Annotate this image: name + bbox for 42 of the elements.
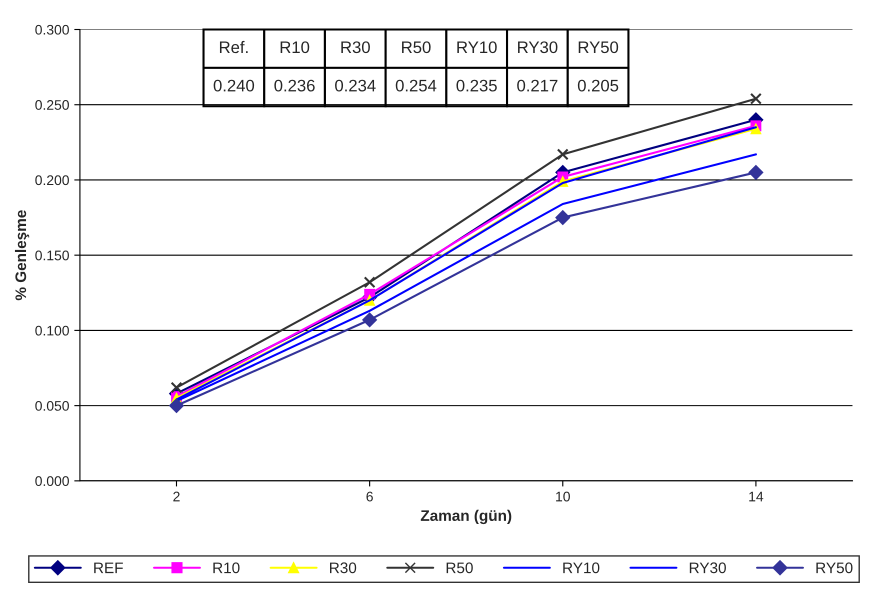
annotation: RY30 [518, 41, 558, 54]
annotation: R50 [402, 41, 431, 54]
point [362, 312, 378, 328]
x-tick-label: 6 [366, 492, 373, 502]
y-tick-label: 0.050 [35, 400, 69, 411]
point [170, 382, 182, 394]
legend-label: RY50 [816, 562, 853, 574]
y-tick-label: 0.200 [35, 175, 69, 186]
y-tick-label: 0.000 [35, 476, 69, 486]
point [364, 276, 376, 288]
legend-label: RY10 [563, 562, 600, 574]
annotation: 0.235 [456, 80, 497, 92]
y-axis-title: % Genleşme [14, 210, 30, 300]
legend-label: RY30 [690, 562, 726, 574]
point [555, 210, 570, 225]
annotation: 0.234 [335, 80, 376, 92]
legend-label: R10 [213, 562, 240, 574]
point [750, 92, 762, 105]
annotation: 0.240 [214, 80, 254, 92]
annotation: 0.236 [274, 80, 315, 92]
point [748, 165, 764, 180]
y-tick-label: 0.300 [35, 24, 69, 35]
annotation: R30 [341, 41, 370, 54]
x-tick-label: 10 [556, 492, 570, 502]
point [169, 398, 184, 414]
y-tick-label: 0.100 [35, 326, 69, 336]
y-tick-label: 0.150 [35, 250, 69, 260]
legend-label: REF [94, 562, 123, 574]
legend-label: R30 [330, 562, 356, 574]
legend-label: R50 [446, 562, 473, 574]
x-tick-label: 14 [749, 492, 764, 502]
annotation: RY50 [578, 41, 618, 54]
annotation: RY10 [457, 41, 497, 54]
annotation: 0.217 [517, 80, 558, 92]
annotation: R10 [280, 41, 310, 54]
annotation: 0.205 [578, 80, 618, 92]
annotation: Ref. [220, 40, 248, 54]
annotation: 0.254 [396, 80, 436, 92]
x-tick-label: 2 [173, 492, 180, 502]
point [556, 148, 569, 160]
y-tick-label: 0.250 [35, 100, 69, 110]
x-axis-title: Zaman (gün) [420, 510, 512, 524]
